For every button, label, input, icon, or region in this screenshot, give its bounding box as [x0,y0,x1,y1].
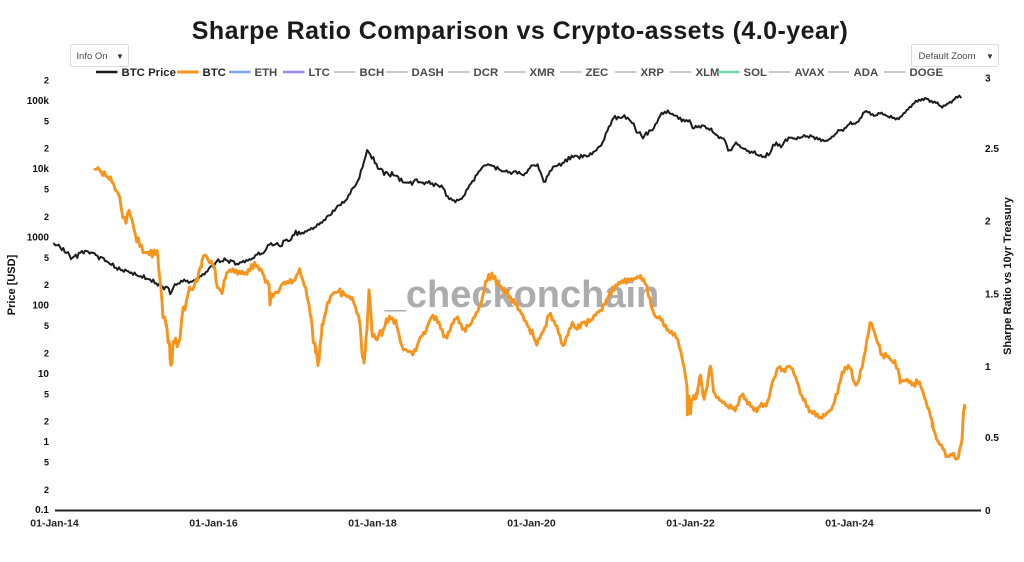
svg-text:1000: 1000 [27,232,50,243]
svg-text:DCR: DCR [474,67,499,79]
svg-text:ADA: ADA [854,67,879,79]
svg-text:2: 2 [44,280,49,290]
svg-text:DOGE: DOGE [910,67,944,79]
svg-text:▼: ▼ [116,52,124,61]
svg-text:01-Jan-14: 01-Jan-14 [30,518,79,530]
svg-text:BTC: BTC [203,67,226,79]
svg-text:10: 10 [38,369,50,380]
svg-text:2: 2 [44,212,49,222]
svg-text:01-Jan-18: 01-Jan-18 [348,518,397,530]
svg-text:_checkonchain: _checkonchain [384,274,660,316]
svg-text:100k: 100k [27,96,50,107]
svg-text:1.5: 1.5 [985,289,999,300]
svg-text:BTC Price: BTC Price [122,67,176,79]
svg-text:2: 2 [44,348,49,358]
svg-text:5: 5 [44,117,49,127]
svg-text:Price [USD]: Price [USD] [6,254,18,315]
svg-text:01-Jan-20: 01-Jan-20 [507,518,556,530]
svg-text:2: 2 [44,144,49,154]
svg-text:BCH: BCH [360,67,385,79]
svg-text:5: 5 [44,253,49,263]
svg-text:3: 3 [985,74,991,85]
svg-text:Sharpe Ratio Comparison vs Cry: Sharpe Ratio Comparison vs Crypto-assets… [192,17,848,45]
svg-text:100: 100 [32,301,49,312]
svg-text:0.5: 0.5 [985,433,999,444]
svg-text:0: 0 [985,506,991,517]
svg-text:1: 1 [985,362,991,373]
svg-text:LTC: LTC [309,67,330,79]
svg-text:SOL: SOL [744,67,767,79]
svg-text:01-Jan-22: 01-Jan-22 [666,518,715,530]
svg-text:10k: 10k [32,164,49,175]
svg-text:5: 5 [44,389,49,399]
svg-text:2: 2 [44,417,49,427]
svg-text:AVAX: AVAX [795,67,825,79]
svg-text:2: 2 [44,485,49,495]
svg-text:ETH: ETH [255,67,278,79]
svg-text:Info On: Info On [76,51,107,62]
svg-text:ZEC: ZEC [586,67,609,79]
svg-text:0.1: 0.1 [35,505,49,516]
svg-text:2: 2 [985,217,991,228]
svg-text:5: 5 [44,321,49,331]
svg-text:01-Jan-16: 01-Jan-16 [189,518,238,530]
svg-text:XMR: XMR [530,67,555,79]
svg-text:Sharpe Ratio vs 10yr Treasury: Sharpe Ratio vs 10yr Treasury [1002,196,1014,355]
svg-text:01-Jan-24: 01-Jan-24 [825,518,874,530]
svg-text:XLM: XLM [696,67,720,79]
svg-text:XRP: XRP [641,67,665,79]
svg-text:2.5: 2.5 [985,144,999,155]
svg-text:▼: ▼ [986,52,994,61]
svg-text:Default Zoom: Default Zoom [918,51,975,62]
svg-text:2: 2 [44,76,49,86]
svg-text:5: 5 [44,185,49,195]
svg-text:5: 5 [44,458,49,468]
svg-text:DASH: DASH [412,67,444,79]
svg-text:1: 1 [43,437,49,448]
